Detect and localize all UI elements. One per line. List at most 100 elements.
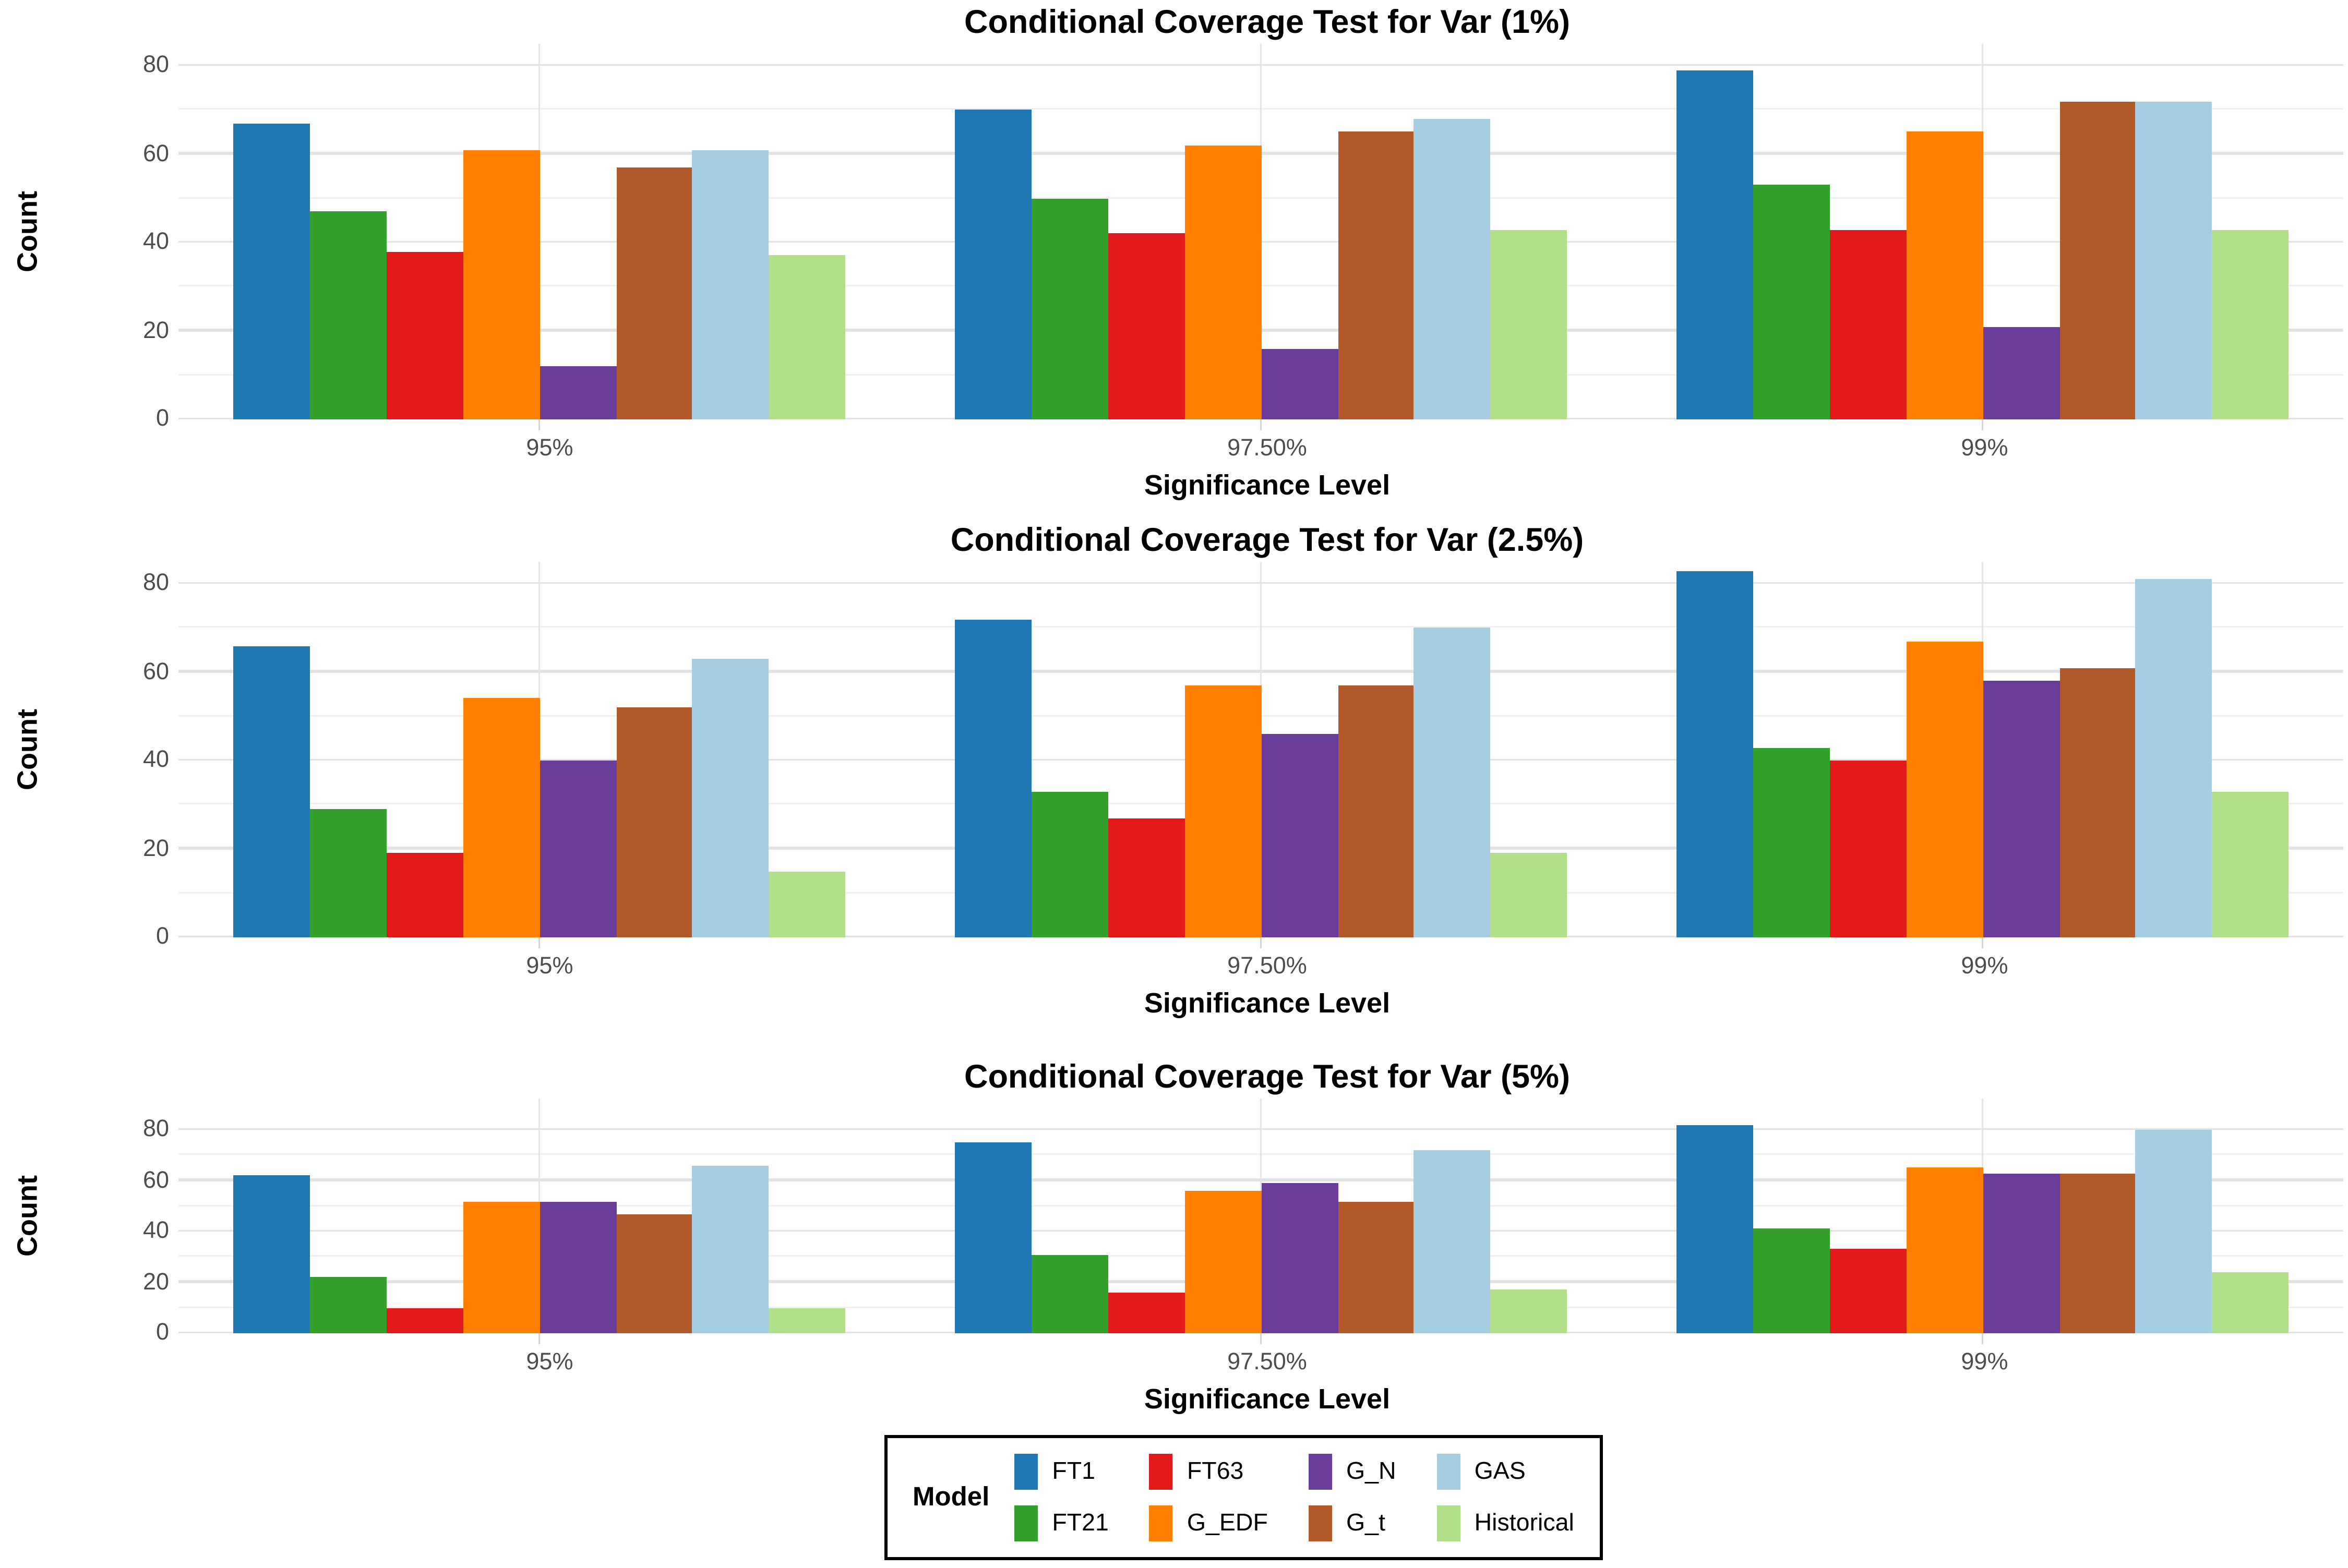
x-axis-tick-labels: 95% 97.50% 99% (191, 1349, 2343, 1377)
bar-group-97.50% (900, 44, 1622, 419)
chart-title: Conditional Coverage Test for Var (5%) (964, 1059, 1570, 1095)
legend-item-G_t: G_t (1308, 1505, 1396, 1541)
legend-key-FT21 (1014, 1505, 1038, 1541)
x-axis-title: Significance Level (1144, 1383, 1391, 1415)
bar-Historical-99% (2212, 1272, 2290, 1333)
x-axis-title: Significance Level (1144, 469, 1391, 501)
plot-panel (178, 562, 2343, 948)
legend-item-Historical: Historical (1436, 1505, 1574, 1541)
bar-FT1-95% (232, 1175, 309, 1333)
x-axis-tick-labels: 95% 97.50% 99% (191, 435, 2343, 463)
bar-GAS-97.50% (1414, 1150, 1491, 1333)
x-tick-mark-97.50% (1260, 419, 1262, 430)
bar-G_N-95% (539, 761, 616, 937)
x-tick-label-95%: 95% (526, 1349, 573, 1376)
legend-label: FT1 (1052, 1457, 1096, 1485)
bar-Historical-99% (2212, 791, 2290, 937)
bar-G_N-95% (539, 366, 616, 419)
y-tick-label-20: 20 (142, 1268, 169, 1295)
x-tick-mark-99% (1981, 1333, 1984, 1344)
bar-FT1-97.50% (954, 619, 1031, 937)
bar-G_N-99% (1982, 1173, 2059, 1333)
bar-group-99% (1622, 44, 2343, 419)
bar-GAS-97.50% (1414, 628, 1491, 937)
bar-GAS-99% (2136, 101, 2213, 419)
x-tick-mark-97.50% (1260, 1333, 1262, 1344)
y-axis-tick-labels: 0 20 40 60 80 (56, 562, 178, 950)
bar-FT63-99% (1829, 229, 1906, 419)
bar-G_t-99% (2059, 101, 2136, 419)
bar-G_N-97.50% (1261, 734, 1338, 937)
y-axis-tick-labels: 0 20 40 60 80 (56, 44, 178, 432)
bar-G_N-99% (1982, 681, 2059, 937)
figure: Conditional Coverage Test for Var (1%) C… (0, 3, 2348, 1568)
legend-label: G_N (1346, 1457, 1396, 1485)
x-tick-label-99%: 99% (1961, 1349, 2008, 1376)
legend-key-GAS (1436, 1454, 1460, 1490)
bar-GAS-95% (692, 150, 770, 419)
bar-G_t-97.50% (1337, 685, 1415, 937)
bar-GAS-99% (2136, 1130, 2213, 1333)
bar-G_t-99% (2059, 668, 2136, 937)
y-tick-label-60: 60 (142, 658, 169, 685)
bar-FT1-97.50% (954, 110, 1031, 419)
bar-Historical-95% (769, 256, 846, 419)
bar-Historical-95% (769, 871, 846, 937)
x-tick-mark-95% (538, 937, 541, 948)
bar-groups (178, 44, 2343, 419)
y-axis-tick-labels: 0 20 40 60 80 (56, 1099, 178, 1346)
plot-panel (178, 44, 2343, 430)
bar-Historical-97.50% (1491, 1290, 1568, 1333)
legend-item-FT63: FT63 (1149, 1454, 1268, 1490)
x-axis-tick-labels: 95% 97.50% 99% (191, 953, 2343, 981)
bar-group-95% (178, 1099, 900, 1333)
x-tick-mark-95% (538, 1333, 541, 1344)
bar-FT1-99% (1675, 70, 1753, 419)
x-tick-label-99%: 99% (1961, 435, 2008, 462)
y-tick-label-40: 40 (142, 228, 169, 255)
y-tick-label-80: 80 (142, 1116, 169, 1142)
bar-FT63-97.50% (1107, 818, 1184, 937)
y-tick-label-0: 0 (155, 1319, 169, 1346)
bar-Historical-97.50% (1491, 229, 1568, 419)
x-tick-label-97.50%: 97.50% (1227, 953, 1307, 980)
bar-FT21-97.50% (1031, 198, 1108, 419)
bar-G_t-97.50% (1337, 1201, 1415, 1333)
bar-Historical-97.50% (1491, 853, 1568, 937)
legend-key-G_N (1308, 1454, 1332, 1490)
plot-panel (178, 1099, 2343, 1344)
legend-label: FT21 (1052, 1509, 1109, 1536)
y-tick-label-80: 80 (142, 52, 169, 78)
bar-group-95% (178, 44, 900, 419)
bar-G_EDF-97.50% (1184, 145, 1261, 419)
bar-group-99% (1622, 1099, 2343, 1333)
bar-Historical-95% (769, 1308, 846, 1333)
bar-G_EDF-99% (1906, 132, 1983, 419)
bar-FT21-99% (1752, 747, 1829, 937)
bar-FT1-95% (232, 123, 309, 419)
bar-G_t-95% (616, 167, 693, 419)
bar-FT21-95% (309, 809, 386, 937)
legend-key-FT1 (1014, 1454, 1038, 1490)
bar-groups (178, 1099, 2343, 1333)
bar-group-99% (1622, 562, 2343, 937)
bar-FT1-95% (232, 645, 309, 937)
chart-var-5pct: Conditional Coverage Test for Var (5%) C… (0, 1058, 2348, 1416)
x-tick-mark-99% (1981, 937, 1984, 948)
bar-G_N-99% (1982, 327, 2059, 419)
legend-item-G_EDF: G_EDF (1149, 1505, 1268, 1541)
legend-item-G_N: G_N (1308, 1454, 1396, 1490)
x-tick-label-99%: 99% (1961, 953, 2008, 980)
legend-item-GAS: GAS (1436, 1454, 1574, 1490)
chart-title: Conditional Coverage Test for Var (2.5%) (950, 523, 1584, 559)
bar-FT63-95% (386, 1308, 463, 1333)
x-tick-label-97.50%: 97.50% (1227, 435, 1307, 462)
bar-FT63-99% (1829, 761, 1906, 937)
bar-GAS-97.50% (1414, 118, 1491, 419)
bar-GAS-95% (692, 1165, 770, 1333)
bar-groups (178, 562, 2343, 937)
bar-G_t-95% (616, 1213, 693, 1333)
legend-label: FT63 (1187, 1457, 1244, 1485)
legend-box: Model FT1 FT21 FT63 G_EDF G_N G_t GAS Historica… (884, 1435, 1602, 1560)
y-tick-label-40: 40 (142, 1217, 169, 1244)
